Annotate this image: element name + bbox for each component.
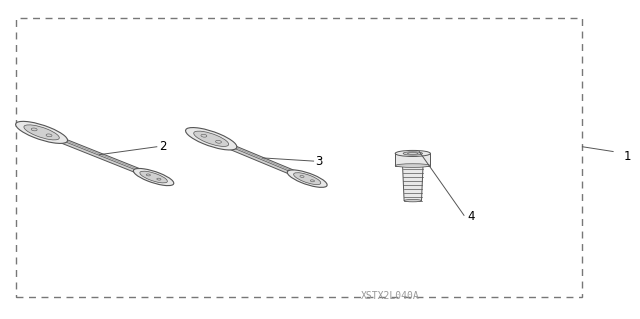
Ellipse shape — [46, 134, 52, 137]
Ellipse shape — [396, 151, 431, 156]
Ellipse shape — [157, 178, 161, 180]
Ellipse shape — [404, 199, 422, 202]
Text: 2: 2 — [159, 140, 166, 153]
Ellipse shape — [216, 140, 221, 143]
Ellipse shape — [201, 134, 207, 137]
Ellipse shape — [194, 131, 228, 146]
Ellipse shape — [31, 128, 37, 131]
Ellipse shape — [396, 164, 431, 167]
Ellipse shape — [300, 175, 304, 177]
Ellipse shape — [24, 125, 60, 140]
Text: 3: 3 — [316, 155, 323, 167]
Text: 1: 1 — [624, 150, 632, 163]
Ellipse shape — [287, 170, 327, 187]
Bar — [16, 18, 582, 297]
Polygon shape — [403, 166, 423, 201]
Ellipse shape — [186, 128, 237, 150]
Text: XSTX2L040A: XSTX2L040A — [361, 292, 420, 301]
Ellipse shape — [408, 152, 418, 154]
Polygon shape — [221, 143, 300, 176]
Ellipse shape — [140, 171, 168, 183]
Text: 4: 4 — [467, 211, 475, 223]
Ellipse shape — [403, 152, 422, 155]
Polygon shape — [396, 153, 430, 166]
Polygon shape — [52, 136, 146, 174]
Ellipse shape — [146, 174, 150, 176]
Ellipse shape — [294, 173, 321, 185]
Ellipse shape — [133, 168, 174, 186]
Ellipse shape — [15, 121, 68, 144]
Ellipse shape — [310, 180, 314, 182]
